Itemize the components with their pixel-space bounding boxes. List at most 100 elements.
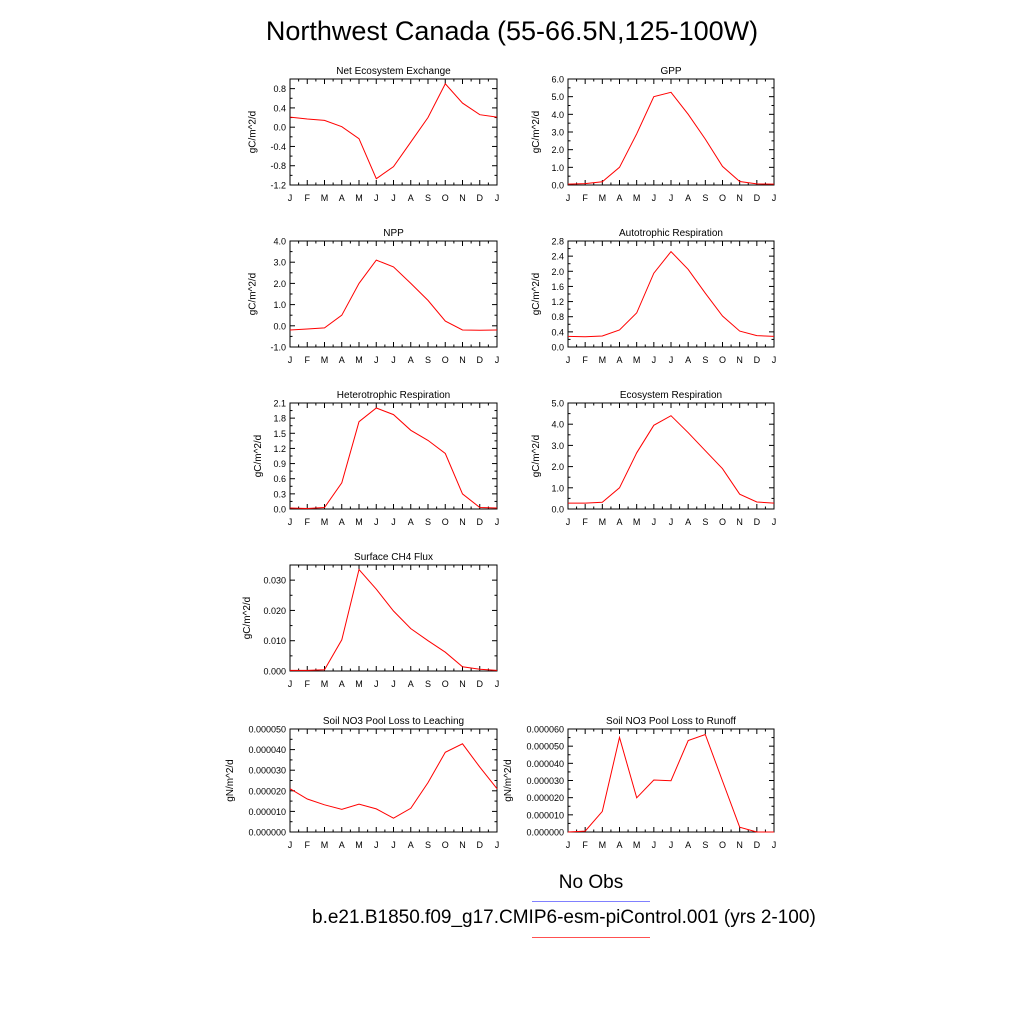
x-tick-label: J: [495, 193, 500, 203]
x-tick-label: A: [339, 679, 345, 689]
series-line: [289, 259, 498, 331]
x-tick-label: M: [599, 517, 607, 527]
legend-case-line: [532, 937, 650, 938]
x-tick-label: D: [754, 193, 761, 203]
x-tick-label: M: [355, 840, 363, 850]
y-axis-label: gC/m^2/d: [248, 273, 259, 316]
y-axis-label: gC/m^2/d: [531, 111, 542, 154]
y-tick-label: 2.0: [551, 462, 564, 472]
y-tick-label: 1.8: [273, 414, 286, 424]
x-tick-label: J: [669, 355, 674, 365]
y-tick-label: 0.0: [273, 123, 286, 133]
series-line: [567, 91, 775, 185]
x-tick-label: N: [736, 355, 743, 365]
x-tick-label: N: [736, 193, 743, 203]
y-tick-label: 4.0: [551, 110, 564, 120]
x-tick-label: N: [459, 193, 466, 203]
series-line: [289, 407, 498, 510]
x-tick-label: A: [616, 355, 622, 365]
x-tick-label: J: [374, 193, 379, 203]
x-tick-label: J: [566, 517, 571, 527]
panel-title: Heterotrophic Respiration: [337, 390, 450, 401]
panel-title: Surface CH4 Flux: [354, 552, 433, 563]
x-tick-label: S: [425, 355, 431, 365]
y-axis-label: gC/m^2/d: [531, 273, 542, 316]
x-tick-label: F: [582, 840, 588, 850]
x-tick-label: M: [355, 193, 363, 203]
x-tick-label: J: [391, 517, 396, 527]
series-line: [289, 82, 498, 180]
x-tick-label: M: [321, 355, 329, 365]
x-tick-label: M: [321, 193, 329, 203]
y-axis-label: gN/m^2/d: [225, 759, 236, 802]
y-tick-label: 0.4: [273, 103, 286, 113]
x-tick-label: F: [305, 517, 311, 527]
x-tick-label: J: [772, 840, 777, 850]
x-tick-label: J: [652, 840, 657, 850]
x-tick-label: O: [442, 355, 449, 365]
panel-title: Soil NO3 Pool Loss to Runoff: [606, 716, 736, 727]
y-tick-label: 3.0: [273, 258, 286, 268]
x-tick-label: J: [391, 840, 396, 850]
x-tick-label: S: [425, 517, 431, 527]
x-tick-label: A: [685, 355, 691, 365]
x-tick-label: O: [442, 193, 449, 203]
y-axis-label: gC/m^2/d: [242, 597, 253, 640]
y-tick-label: 3.0: [551, 128, 564, 138]
panel-title: NPP: [383, 228, 404, 239]
x-tick-label: A: [685, 517, 691, 527]
y-tick-label: 0.000060: [526, 725, 564, 735]
x-tick-label: A: [685, 840, 691, 850]
y-tick-label: 2.1: [273, 399, 286, 409]
x-tick-label: J: [288, 193, 293, 203]
x-tick-label: M: [321, 517, 329, 527]
y-tick-label: -0.8: [270, 161, 286, 171]
y-tick-label: 0.020: [263, 606, 286, 616]
y-tick-label: 2.0: [551, 267, 564, 277]
x-tick-label: M: [599, 193, 607, 203]
y-tick-label: 6.0: [551, 75, 564, 85]
x-tick-label: M: [599, 355, 607, 365]
y-axis-label: gN/m^2/d: [503, 759, 514, 802]
y-tick-label: -0.4: [270, 142, 286, 152]
x-tick-label: N: [736, 517, 743, 527]
plot-frame: [289, 402, 498, 510]
x-tick-label: A: [616, 517, 622, 527]
y-tick-label: 0.3: [273, 489, 286, 499]
panel-title: Soil NO3 Pool Loss to Leaching: [323, 716, 464, 727]
plot-frame: [289, 728, 498, 833]
x-tick-label: M: [355, 517, 363, 527]
x-tick-label: J: [391, 193, 396, 203]
x-tick-label: J: [374, 840, 379, 850]
y-tick-label: 0.000040: [526, 759, 564, 769]
series-line: [567, 733, 774, 833]
x-tick-label: J: [374, 517, 379, 527]
x-tick-label: S: [702, 193, 708, 203]
legend-no-obs-line: [532, 901, 650, 902]
y-tick-label: 0.8: [273, 84, 286, 94]
x-tick-label: N: [459, 517, 466, 527]
x-tick-label: F: [305, 355, 311, 365]
x-tick-label: A: [339, 517, 345, 527]
x-tick-label: A: [408, 679, 414, 689]
y-tick-label: 0.0: [551, 343, 564, 353]
x-tick-label: O: [719, 517, 726, 527]
x-tick-label: O: [719, 355, 726, 365]
x-tick-label: N: [459, 840, 466, 850]
x-tick-label: D: [754, 517, 761, 527]
y-tick-label: 2.0: [551, 145, 564, 155]
y-tick-label: -1.2: [270, 181, 286, 191]
x-tick-label: M: [321, 840, 329, 850]
x-tick-label: J: [652, 517, 657, 527]
x-tick-label: A: [408, 355, 414, 365]
x-tick-label: O: [442, 517, 449, 527]
x-tick-label: D: [754, 840, 761, 850]
plot-frame: [289, 240, 498, 348]
panel-title: Autotrophic Respiration: [619, 228, 723, 239]
